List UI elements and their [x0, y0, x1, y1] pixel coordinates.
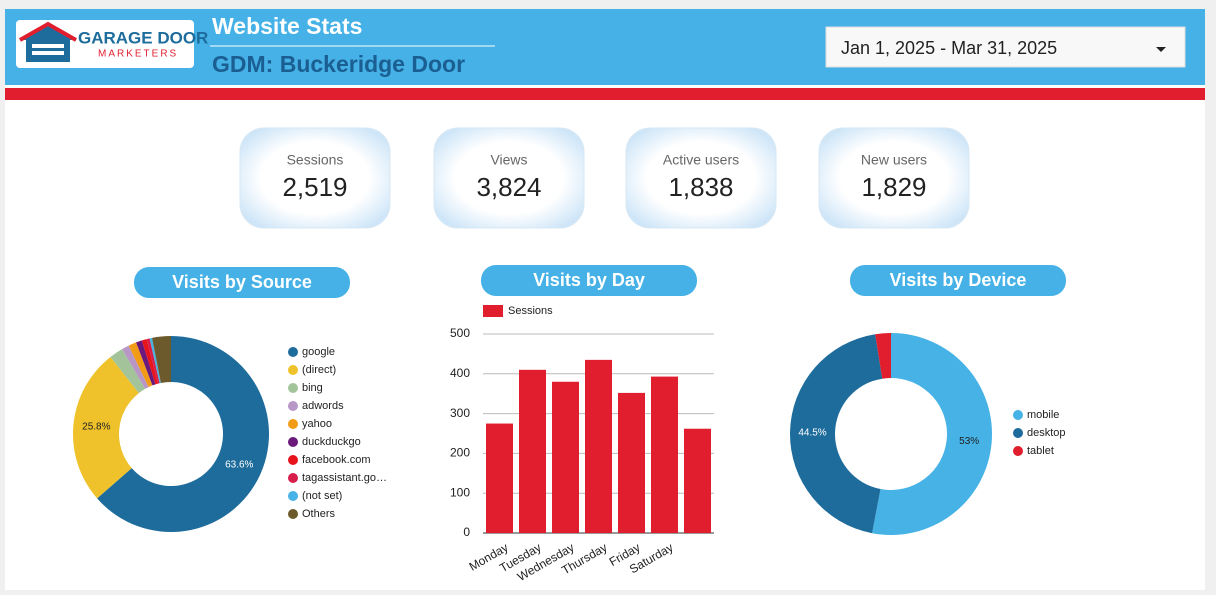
bar [651, 376, 678, 533]
data-label: 63.6% [225, 460, 253, 471]
bar [618, 392, 645, 533]
legend-swatch [288, 365, 298, 375]
data-label: 53% [959, 436, 979, 447]
chart-title-pill [134, 267, 350, 298]
donut-segment [141, 339, 159, 385]
donut-segment [128, 342, 153, 388]
date-picker[interactable]: Jan 1, 2025 - Mar 31, 2025 [825, 26, 1186, 68]
chart-title-pill [481, 265, 697, 296]
legend-swatch [288, 509, 298, 519]
legend-swatch [288, 473, 298, 483]
dashboard-subtitle: GDM: Buckeridge Door [212, 51, 465, 77]
y-tick-label: 0 [463, 525, 470, 539]
kpi-label: Views [490, 152, 527, 168]
chart-title-pill [850, 265, 1066, 296]
kpi-card [239, 127, 391, 229]
legend-swatch [483, 305, 503, 317]
legend-label: tagassistant.go… [302, 472, 387, 484]
donut-segment [872, 333, 992, 535]
logo-text: MARKETERS [98, 49, 178, 60]
legend-swatch [1013, 428, 1023, 438]
legend-label: yahoo [302, 418, 332, 430]
donut-segment [97, 336, 270, 532]
bar [519, 369, 546, 533]
kpi-card [433, 127, 585, 229]
logo-text: GARAGE DOOR [78, 28, 208, 47]
legend-label: desktop [1027, 427, 1066, 439]
dropdown-caret [1156, 47, 1166, 52]
legend-swatch [1013, 410, 1023, 420]
kpi-label: Sessions [287, 152, 344, 168]
bar [684, 428, 711, 533]
legend-swatch [288, 437, 298, 447]
y-tick-label: 300 [450, 406, 470, 420]
donut-segment [72, 356, 139, 499]
legend-label: (direct) [302, 364, 336, 376]
legend-label: adwords [302, 400, 344, 412]
chart-title: Visits by Device [890, 270, 1027, 290]
y-tick-label: 500 [450, 326, 470, 340]
legend-swatch [288, 401, 298, 411]
dashboard-title: Website Stats [212, 13, 362, 39]
date-box[interactable] [825, 26, 1186, 68]
logo: GARAGE DOOR MARKETERS [16, 20, 208, 68]
kpi-value: 3,824 [476, 172, 541, 202]
header-stripe [5, 88, 1205, 100]
legend-swatch [1013, 446, 1023, 456]
legend-swatch [288, 455, 298, 465]
donut-segment [152, 336, 171, 383]
legend-label: mobile [1027, 409, 1059, 421]
kpi-card [625, 127, 777, 229]
legend-swatch [288, 491, 298, 501]
chart-title: Visits by Source [172, 272, 312, 292]
donut-segment [110, 349, 146, 394]
donut-segment [136, 340, 156, 386]
donut-segment [146, 338, 160, 384]
kpi-label: Active users [663, 152, 739, 168]
legend-label: bing [302, 382, 323, 394]
legend-label: duckduckgo [302, 436, 361, 448]
donut-segment [875, 333, 891, 379]
kpi-value: 2,519 [282, 172, 347, 202]
legend-label: Others [302, 508, 336, 520]
legend-label: google [302, 346, 335, 358]
legend-swatch [288, 347, 298, 357]
kpi-label: New users [861, 152, 927, 168]
logo-door [32, 51, 64, 55]
legend-label: facebook.com [302, 454, 370, 466]
legend-swatch [288, 383, 298, 393]
logo-roof [19, 21, 77, 42]
y-tick-label: 200 [450, 446, 470, 460]
y-tick-label: 100 [450, 485, 470, 499]
legend-label: tablet [1027, 445, 1054, 457]
legend-label: (not set) [302, 490, 342, 502]
data-label: 44.5% [798, 427, 826, 438]
chart-title: Visits by Day [533, 270, 645, 290]
y-tick-label: 400 [450, 366, 470, 380]
kpi-value: 1,838 [668, 172, 733, 202]
data-label: 25.8% [82, 422, 110, 433]
kpi-value: 1,829 [861, 172, 926, 202]
donut-segment [789, 334, 883, 534]
bar [585, 359, 612, 533]
legend-swatch [288, 419, 298, 429]
date-range: Jan 1, 2025 - Mar 31, 2025 [841, 38, 1057, 58]
legend-label: Sessions [508, 305, 553, 317]
bar [552, 381, 579, 533]
donut-segment [149, 337, 161, 384]
bar [486, 423, 513, 533]
donut-segment [122, 345, 149, 389]
logo-door [32, 44, 64, 48]
kpi-card [818, 127, 970, 229]
